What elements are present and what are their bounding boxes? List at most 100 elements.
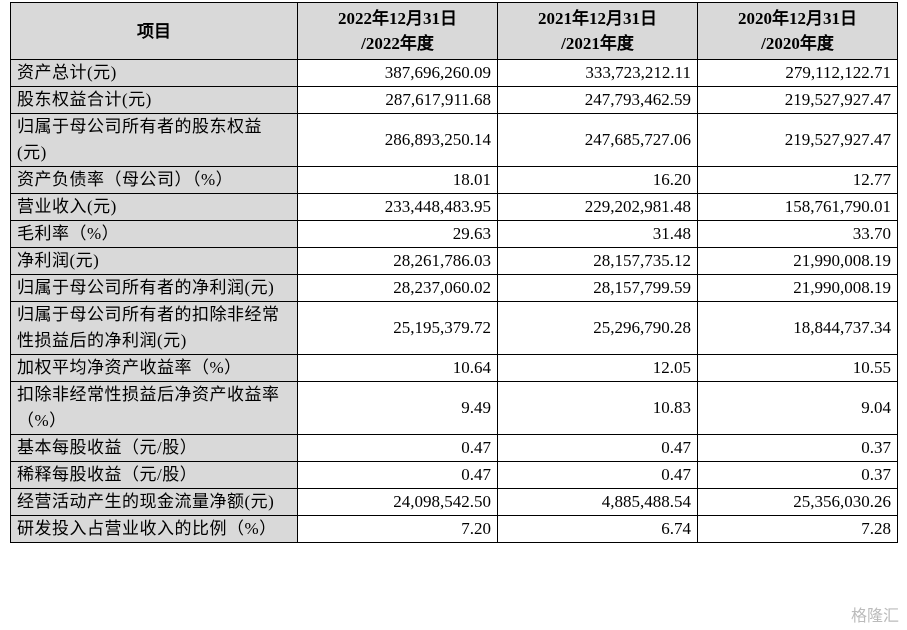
row-label: 营业收入(元) <box>10 193 298 221</box>
label-text: 资产总计(元) <box>17 63 117 82</box>
value-cell: 279,112,122.71 <box>697 59 898 87</box>
header-line: 2022年12月31日 <box>338 9 457 28</box>
row-label: 资产总计(元) <box>10 59 298 87</box>
value-text: 31.48 <box>652 224 691 243</box>
value-text: 219,527,927.47 <box>784 130 891 149</box>
value-text: 0.47 <box>661 438 691 457</box>
row-label: 归属于母公司所有者的股东权益(元) <box>10 113 298 167</box>
label-text: 扣除非经常性损益后净资产收益率（%） <box>17 385 280 430</box>
value-cell: 25,356,030.26 <box>697 488 898 516</box>
header-cell: 项目 <box>10 2 298 60</box>
value-cell: 28,261,786.03 <box>297 247 498 275</box>
value-text: 287,617,911.68 <box>385 90 491 109</box>
value-text: 7.28 <box>861 519 891 538</box>
table-row: 基本每股收益（元/股） 0.47 0.47 0.37 <box>10 434 898 462</box>
value-text: 333,723,212.11 <box>585 63 691 82</box>
value-text: 158,761,790.01 <box>784 197 891 216</box>
value-text: 18.01 <box>452 170 491 189</box>
value-text: 6.74 <box>661 519 691 538</box>
label-text: 归属于母公司所有者的净利润(元) <box>17 278 275 297</box>
value-cell: 7.28 <box>697 515 898 543</box>
value-text: 10.64 <box>452 358 491 377</box>
value-cell: 10.64 <box>297 354 498 382</box>
value-text: 25,296,790.28 <box>593 318 691 337</box>
value-cell: 287,617,911.68 <box>297 86 498 114</box>
header-line: /2022年度 <box>361 34 434 53</box>
value-text: 28,157,799.59 <box>593 278 691 297</box>
value-cell: 28,237,060.02 <box>297 274 498 302</box>
table-row: 资产负债率（母公司）（%） 18.01 16.20 12.77 <box>10 166 898 194</box>
value-text: 247,685,727.06 <box>584 130 691 149</box>
value-cell: 0.37 <box>697 461 898 489</box>
value-cell: 24,098,542.50 <box>297 488 498 516</box>
value-cell: 286,893,250.14 <box>297 113 498 167</box>
value-cell: 12.77 <box>697 166 898 194</box>
value-text: 29.63 <box>452 224 491 243</box>
value-cell: 9.49 <box>297 381 498 435</box>
value-text: 279,112,122.71 <box>785 63 891 82</box>
value-text: 9.49 <box>461 398 491 417</box>
value-cell: 33.70 <box>697 220 898 248</box>
value-text: 7.20 <box>461 519 491 538</box>
row-label: 资产负债率（母公司）（%） <box>10 166 298 194</box>
value-cell: 0.47 <box>497 434 698 462</box>
value-cell: 219,527,927.47 <box>697 113 898 167</box>
value-text: 10.55 <box>852 358 891 377</box>
label-text: 稀释每股收益（元/股） <box>17 465 198 484</box>
value-cell: 247,793,462.59 <box>497 86 698 114</box>
row-label: 归属于母公司所有者的净利润(元) <box>10 274 298 302</box>
table-row: 净利润(元) 28,261,786.03 28,157,735.12 21,990,0… <box>10 247 898 275</box>
value-cell: 12.05 <box>497 354 698 382</box>
value-text: 247,793,462.59 <box>584 90 691 109</box>
value-text: 286,893,250.14 <box>384 130 491 149</box>
value-text: 219,527,927.47 <box>784 90 891 109</box>
value-text: 12.77 <box>852 170 891 189</box>
value-cell: 229,202,981.48 <box>497 193 698 221</box>
value-cell: 6.74 <box>497 515 698 543</box>
row-label: 扣除非经常性损益后净资产收益率（%） <box>10 381 298 435</box>
value-text: 33.70 <box>852 224 891 243</box>
value-text: 12.05 <box>652 358 691 377</box>
value-text: 0.37 <box>861 465 891 484</box>
value-text: 0.47 <box>461 438 491 457</box>
value-cell: 0.47 <box>497 461 698 489</box>
row-label: 研发投入占营业收入的比例（%） <box>10 515 298 543</box>
value-cell: 7.20 <box>297 515 498 543</box>
label-text: 资产负债率（母公司）（%） <box>17 170 234 189</box>
watermark: 格隆汇 <box>850 606 899 625</box>
value-text: 28,157,735.12 <box>593 251 691 270</box>
value-cell: 18.01 <box>297 166 498 194</box>
value-cell: 10.55 <box>697 354 898 382</box>
value-text: 21,990,008.19 <box>793 251 891 270</box>
label-text: 股东权益合计(元) <box>17 90 152 109</box>
row-label: 毛利率（%） <box>10 220 298 248</box>
value-text: 10.83 <box>652 398 691 417</box>
label-text: 归属于母公司所有者的扣除非经常性损益后的净利润(元) <box>17 305 280 350</box>
value-text: 387,696,260.09 <box>384 63 491 82</box>
value-text: 25,356,030.26 <box>793 492 891 511</box>
header-cell: 2022年12月31日/2022年度 <box>297 2 498 60</box>
value-cell: 333,723,212.11 <box>497 59 698 87</box>
value-cell: 31.48 <box>497 220 698 248</box>
table-row: 毛利率（%） 29.63 31.48 33.70 <box>10 220 898 248</box>
value-cell: 10.83 <box>497 381 698 435</box>
table-row: 研发投入占营业收入的比例（%） 7.20 6.74 7.28 <box>10 515 898 543</box>
header-line: 2021年12月31日 <box>538 9 657 28</box>
value-cell: 0.47 <box>297 461 498 489</box>
header-cell: 2020年12月31日/2020年度 <box>697 2 898 60</box>
table-row: 扣除非经常性损益后净资产收益率（%） 9.49 10.83 9.04 <box>10 381 898 435</box>
table-row: 资产总计(元) 387,696,260.09 333,723,212.11 279,1… <box>10 59 898 87</box>
label-text: 加权平均净资产收益率（%） <box>17 358 242 377</box>
label-text: 净利润(元) <box>17 251 100 270</box>
value-cell: 233,448,483.95 <box>297 193 498 221</box>
header-line: /2020年度 <box>761 34 834 53</box>
label-text: 营业收入(元) <box>17 197 117 216</box>
table-row: 归属于母公司所有者的扣除非经常性损益后的净利润(元) 25,195,379.72 2… <box>10 301 898 355</box>
row-label: 基本每股收益（元/股） <box>10 434 298 462</box>
row-label: 加权平均净资产收益率（%） <box>10 354 298 382</box>
label-text: 研发投入占营业收入的比例（%） <box>17 519 277 538</box>
row-label: 净利润(元) <box>10 247 298 275</box>
row-label: 归属于母公司所有者的扣除非经常性损益后的净利润(元) <box>10 301 298 355</box>
value-cell: 387,696,260.09 <box>297 59 498 87</box>
